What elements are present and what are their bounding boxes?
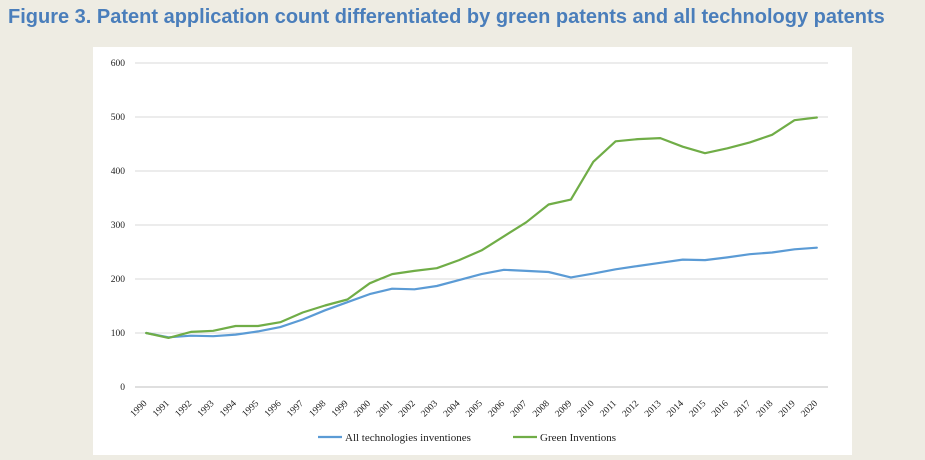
x-tick-label: 1999	[330, 399, 351, 420]
x-tick-label: 2005	[464, 399, 485, 420]
legend: All technologies inventiones Green Invent…	[318, 432, 616, 444]
y-tick-label: 600	[111, 59, 126, 69]
series-lines	[145, 116, 818, 339]
x-tick-label: 2004	[442, 399, 463, 420]
x-tick-label: 1996	[263, 399, 284, 420]
x-tick-label: 1993	[196, 399, 217, 420]
chart-area: 0 100 200 300 400 500 600 1990 1991 1992 1993 1994…	[93, 47, 852, 455]
x-tick-label: 2012	[621, 399, 642, 420]
x-tick-label: 1995	[241, 399, 262, 420]
x-tick-label: 1998	[308, 399, 329, 420]
x-tick-label: 1994	[218, 399, 239, 420]
figure-title: Figure 3. Patent application count diffe…	[8, 6, 885, 28]
x-tick-label: 2003	[420, 399, 441, 420]
line-chart: 0 100 200 300 400 500 600 1990 1991 1992 1993 1994…	[111, 59, 828, 444]
x-tick-label: 2011	[599, 399, 619, 419]
x-tick-label: 2018	[755, 399, 776, 420]
x-tick-label: 2009	[554, 399, 575, 420]
x-axis-ticks: 1990 1991 1992 1993 1994 1995 1996 1997 1998 1999…	[129, 399, 820, 420]
legend-label: All technologies inventiones	[345, 432, 471, 444]
x-tick-label: 2020	[800, 399, 821, 420]
x-tick-label: 1990	[129, 399, 150, 420]
y-tick-label: 0	[120, 383, 125, 393]
x-tick-label: 1991	[151, 399, 172, 420]
x-tick-label: 2013	[643, 399, 664, 420]
x-tick-label: 2010	[576, 399, 597, 420]
x-tick-label: 2015	[688, 399, 709, 420]
x-tick-label: 2014	[665, 399, 686, 420]
series-line-all-technologies	[145, 246, 818, 339]
x-tick-label: 2008	[531, 399, 552, 420]
x-tick-label: 1997	[285, 399, 306, 420]
series-line-green-inventions	[145, 116, 818, 339]
x-tick-label: 2006	[487, 399, 508, 420]
x-tick-label: 2016	[710, 399, 731, 420]
x-tick-label: 2017	[733, 399, 754, 420]
y-tick-label: 200	[111, 275, 126, 285]
x-tick-label: 2019	[777, 399, 798, 420]
x-tick-label: 2002	[397, 399, 418, 420]
x-tick-label: 1992	[174, 399, 195, 420]
y-axis-ticks: 0 100 200 300 400 500 600	[111, 59, 126, 393]
y-tick-label: 400	[111, 167, 126, 177]
gridlines	[135, 62, 828, 388]
x-tick-label: 2007	[509, 399, 530, 420]
legend-label: Green Inventions	[540, 432, 616, 444]
y-tick-label: 500	[111, 113, 126, 123]
y-tick-label: 100	[111, 329, 126, 339]
y-tick-label: 300	[111, 221, 126, 231]
x-tick-label: 2000	[353, 399, 374, 420]
x-tick-label: 2001	[375, 399, 396, 420]
